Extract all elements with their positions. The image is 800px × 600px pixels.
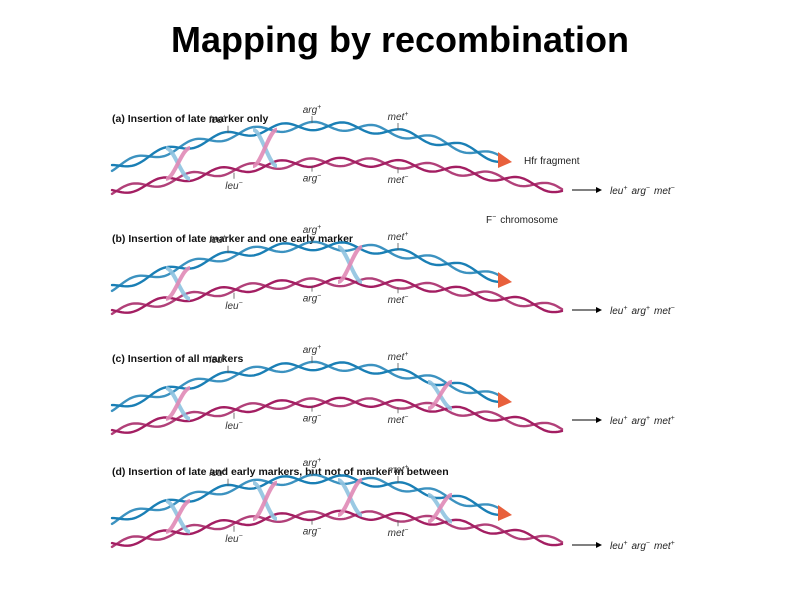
result-arrow-icon	[596, 542, 602, 548]
arg-minus-label: arg−	[303, 293, 322, 305]
leu-minus-label: leu−	[225, 300, 242, 312]
result-arrow-icon	[596, 187, 602, 193]
panel-a: (a) Insertion of late marker onlyleu+arg…	[110, 104, 675, 226]
panel-b: (b) Insertion of late marker and one ear…	[110, 224, 675, 317]
met-plus-label: met+	[388, 231, 409, 243]
arg-minus-label: arg−	[303, 526, 322, 538]
leu-minus-label: leu−	[225, 420, 242, 432]
met-minus-label: met−	[388, 174, 409, 186]
arg-minus-label: arg−	[303, 413, 322, 425]
result-genotype: leu+ arg+ met−	[610, 305, 675, 317]
crossover-between-leu-arg	[252, 127, 278, 169]
hfr-arrowhead-icon	[498, 391, 512, 408]
hfr-arrowhead-icon	[498, 151, 512, 168]
hfr-strand-backbone-a	[110, 121, 502, 168]
hfr-fragment-label: Hfr fragment	[524, 156, 580, 167]
met-minus-label: met−	[388, 294, 409, 306]
crossover-right-of-met	[427, 492, 453, 524]
arg-plus-label: arg+	[303, 344, 322, 356]
arg-plus-label: arg+	[303, 224, 322, 236]
f-minus-strand-backbone-a	[110, 509, 564, 547]
result-genotype: leu+ arg− met−	[610, 185, 675, 197]
met-minus-label: met−	[388, 414, 409, 426]
crossover-left-of-leu	[165, 145, 191, 181]
crossover-right-of-met	[427, 379, 453, 411]
leu-plus-label: leu+	[209, 114, 226, 126]
leu-plus-label: leu+	[209, 354, 226, 366]
crossover-left-of-leu	[165, 265, 191, 301]
met-plus-label: met+	[388, 464, 409, 476]
met-plus-label: met+	[388, 111, 409, 123]
leu-plus-label: leu+	[209, 234, 226, 246]
panel-title: (a) Insertion of late marker only	[112, 113, 269, 125]
f-minus-strand-backbone-b	[110, 157, 564, 196]
panel-c: (c) Insertion of all markersleu+arg+met+…	[110, 344, 675, 436]
f-minus-strand-backbone-a	[110, 156, 564, 194]
result-genotype: leu+ arg+ met+	[610, 415, 675, 427]
crossover-between-arg-met	[337, 478, 363, 518]
crossover-between-leu-arg	[252, 480, 278, 522]
arg-minus-label: arg−	[303, 173, 322, 185]
panel-d: (d) Insertion of late and early markers,…	[110, 457, 675, 552]
arg-plus-label: arg+	[303, 457, 322, 469]
panel-title: (d) Insertion of late and early markers,…	[112, 466, 449, 478]
crossover-left-of-leu	[165, 385, 191, 421]
met-minus-label: met−	[388, 527, 409, 539]
hfr-arrowhead-icon	[498, 271, 512, 288]
result-arrow-icon	[596, 307, 602, 313]
result-arrow-icon	[596, 417, 602, 423]
leu-minus-label: leu−	[225, 533, 242, 545]
hfr-strand-backbone-b	[110, 120, 502, 173]
hfr-strand-backbone-b	[110, 360, 502, 413]
panel-title: (b) Insertion of late marker and one ear…	[112, 233, 353, 245]
f-minus-strand-backbone-a	[110, 276, 564, 314]
panel-title: (c) Insertion of all markers	[112, 353, 243, 365]
f-minus-chromosome-label: F− chromosome	[486, 214, 558, 226]
f-minus-strand-backbone-a	[110, 396, 564, 434]
f-minus-strand-backbone-b	[110, 510, 564, 549]
leu-plus-label: leu+	[209, 467, 226, 479]
page-title: Mapping by recombination	[171, 19, 629, 60]
hfr-strand-backbone-b	[110, 240, 502, 293]
panels: (a) Insertion of late marker onlyleu+arg…	[110, 104, 675, 552]
hfr-arrowhead-icon	[498, 504, 512, 521]
crossover-left-of-leu	[165, 498, 191, 534]
f-minus-strand-backbone-b	[110, 277, 564, 316]
leu-minus-label: leu−	[225, 180, 242, 192]
arg-plus-label: arg+	[303, 104, 322, 116]
result-genotype: leu+ arg− met+	[610, 540, 675, 552]
crossover-between-arg-met	[337, 245, 363, 285]
hfr-strand-backbone-a	[110, 241, 502, 288]
met-plus-label: met+	[388, 351, 409, 363]
hfr-strand-backbone-b	[110, 473, 502, 526]
f-minus-strand-backbone-b	[110, 397, 564, 436]
